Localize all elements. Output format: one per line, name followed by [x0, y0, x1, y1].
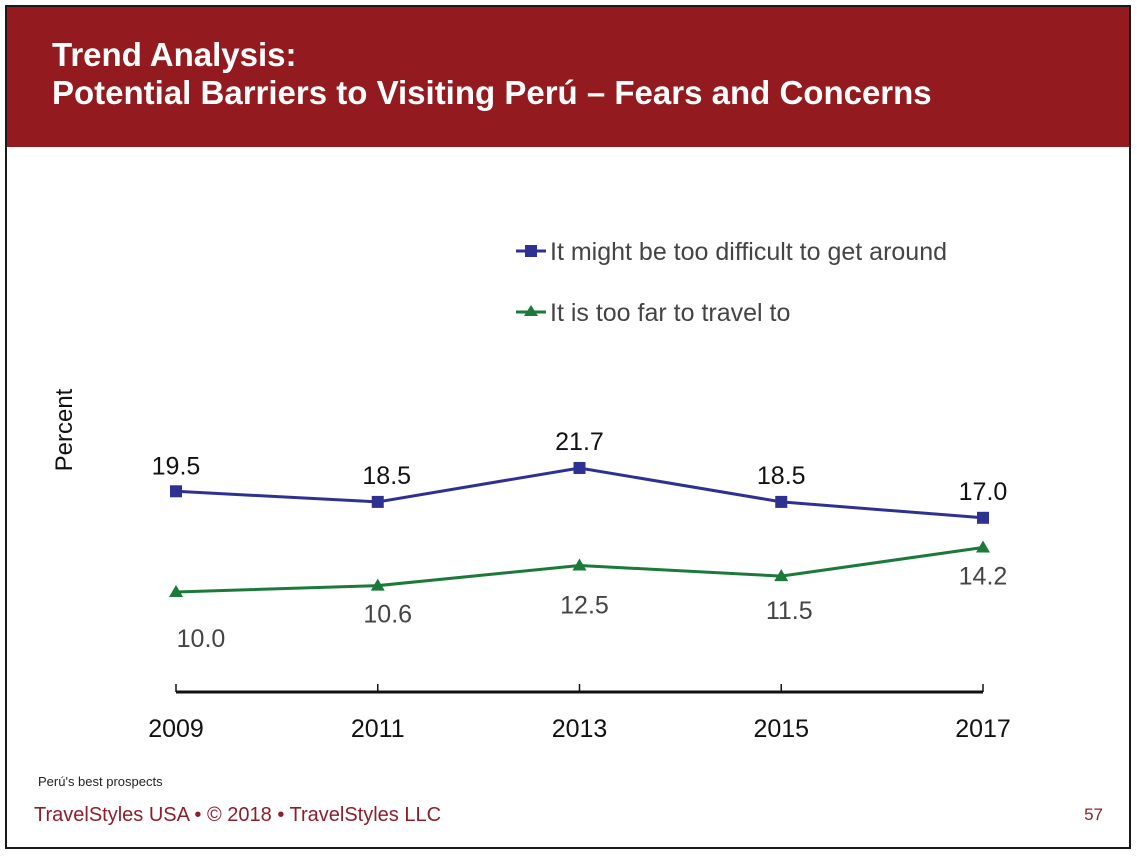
slide: Trend Analysis: Potential Barriers to Vi…	[5, 5, 1131, 849]
title-line-1: Trend Analysis:	[52, 36, 297, 73]
footnote: Perú's best prospects	[38, 774, 163, 789]
data-label: 10.0	[177, 625, 226, 653]
data-label: 17.0	[959, 478, 1008, 506]
data-label: 18.5	[362, 462, 411, 490]
data-label: 14.2	[959, 562, 1008, 590]
data-label: 12.5	[560, 592, 609, 620]
slide-title: Trend Analysis: Potential Barriers to Vi…	[52, 36, 932, 112]
x-tick-label: 2015	[753, 715, 809, 743]
data-point-square	[371, 495, 384, 508]
y-axis-label: Percent	[51, 388, 78, 471]
series-too-far-to-travel: 10.0 10.6 12.5 11.5 14.2	[169, 540, 1007, 653]
data-point-triangle	[169, 585, 183, 597]
series-group: 19.5 18.5 21.7 18.5 17.0 10.0 10.6 12.5 11.5 14.2	[152, 428, 1008, 653]
data-label: 11.5	[766, 597, 813, 625]
legend: It might be too difficult to get around I…	[516, 238, 947, 327]
header-band: Trend Analysis: Potential Barriers to Vi…	[7, 7, 1129, 147]
data-point-square	[775, 495, 788, 508]
data-point-square	[977, 511, 989, 524]
x-axis: 2009 2011 2013 2015 2017	[148, 684, 1011, 743]
data-point-triangle	[774, 569, 789, 582]
data-point-triangle	[572, 558, 587, 571]
x-tick-label: 2009	[148, 715, 204, 743]
legend-item: It might be too difficult to get around	[516, 238, 947, 266]
legend-triangle-marker-icon	[524, 305, 538, 316]
series-line	[175, 466, 984, 520]
legend-item: It is too far to travel to	[516, 299, 790, 327]
data-label: 19.5	[152, 452, 201, 480]
data-point-square	[573, 461, 586, 474]
x-tick-label: 2011	[351, 715, 405, 743]
data-label: 21.7	[555, 428, 604, 456]
data-point-triangle	[370, 578, 385, 591]
legend-label: It is too far to travel to	[550, 299, 790, 327]
legend-label: It might be too difficult to get around	[550, 238, 947, 266]
footer-copyright: TravelStyles USA • © 2018 • TravelStyles…	[34, 804, 442, 826]
data-label: 10.6	[363, 601, 412, 629]
legend-square-marker-icon	[525, 245, 537, 257]
page-number: 57	[1084, 805, 1103, 824]
title-line-2: Potential Barriers to Visiting Perú – Fe…	[52, 74, 932, 111]
series-difficult-to-get-around: 19.5 18.5 21.7 18.5 17.0	[152, 428, 1008, 524]
data-label: 18.5	[757, 462, 806, 490]
data-point-triangle	[976, 540, 990, 553]
x-tick-label: 2013	[552, 715, 608, 743]
x-tick-label: 2017	[955, 715, 1011, 743]
data-point-square	[170, 485, 182, 498]
